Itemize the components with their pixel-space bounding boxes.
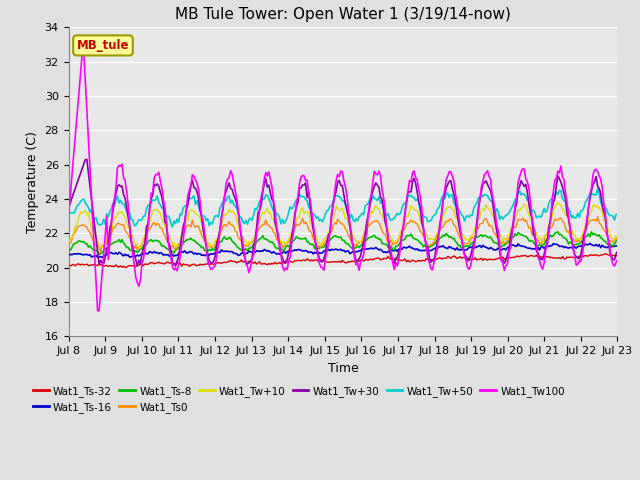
Title: MB Tule Tower: Open Water 1 (3/19/14-now): MB Tule Tower: Open Water 1 (3/19/14-now… <box>175 7 511 22</box>
X-axis label: Time: Time <box>328 362 358 375</box>
Text: MB_tule: MB_tule <box>77 39 129 52</box>
Legend: Wat1_Ts-32, Wat1_Ts-16, Wat1_Ts-8, Wat1_Ts0, Wat1_Tw+10, Wat1_Tw+30, Wat1_Tw+50,: Wat1_Ts-32, Wat1_Ts-16, Wat1_Ts-8, Wat1_… <box>29 382 569 417</box>
Y-axis label: Temperature (C): Temperature (C) <box>26 131 39 233</box>
